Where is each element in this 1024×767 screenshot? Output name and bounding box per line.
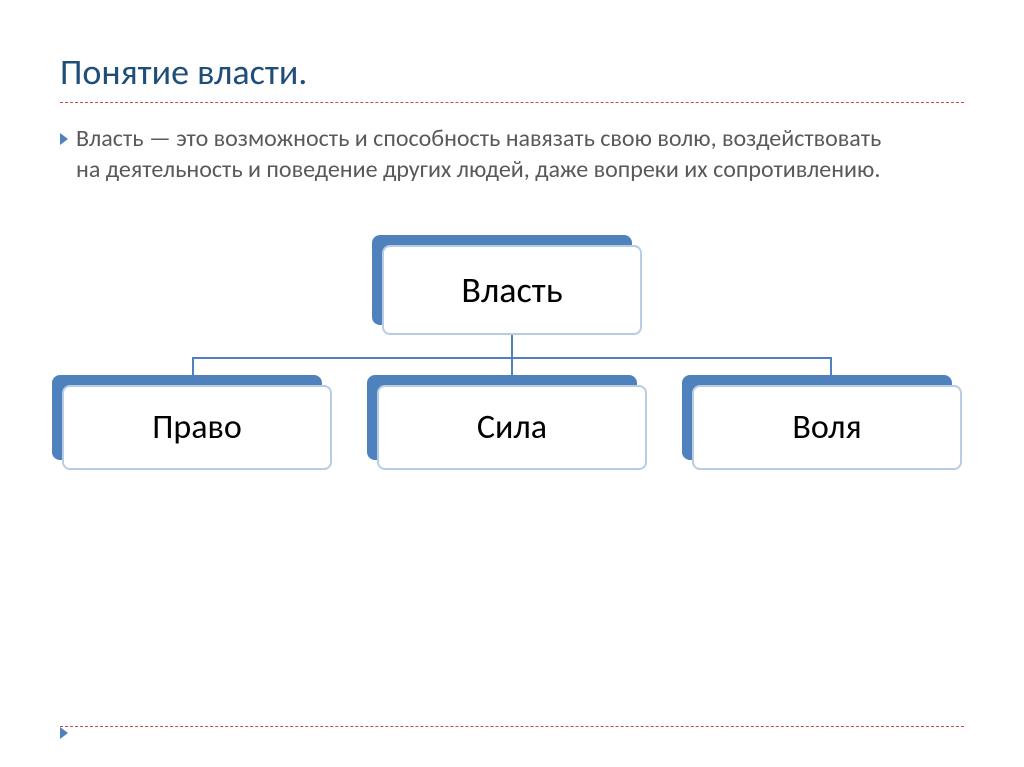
child-node-box: Право: [62, 385, 332, 470]
title-divider: [60, 102, 964, 103]
body-text: Власть — это возможность и способность н…: [76, 123, 896, 185]
child-node-box: Воля: [692, 385, 962, 470]
body-text-block: Власть — это возможность и способность н…: [60, 123, 964, 185]
diagram-top-row: Власть: [62, 245, 962, 335]
child-node-0: Право: [62, 385, 332, 470]
diagram-bottom-row: Право Сила Воля: [62, 385, 962, 470]
root-node: Власть: [382, 245, 642, 335]
hierarchy-diagram: Власть Право Сила Воля: [62, 245, 962, 470]
page-title: Понятие власти.: [60, 50, 964, 94]
child-node-box: Сила: [377, 385, 647, 470]
connector-vertical-top: [511, 335, 513, 357]
footer-bullet-icon: [60, 727, 68, 739]
child-node-2: Воля: [692, 385, 962, 470]
bullet-icon: [60, 133, 68, 145]
root-node-box: Власть: [382, 245, 642, 335]
footer-divider: [60, 726, 964, 727]
child-node-1: Сила: [377, 385, 647, 470]
